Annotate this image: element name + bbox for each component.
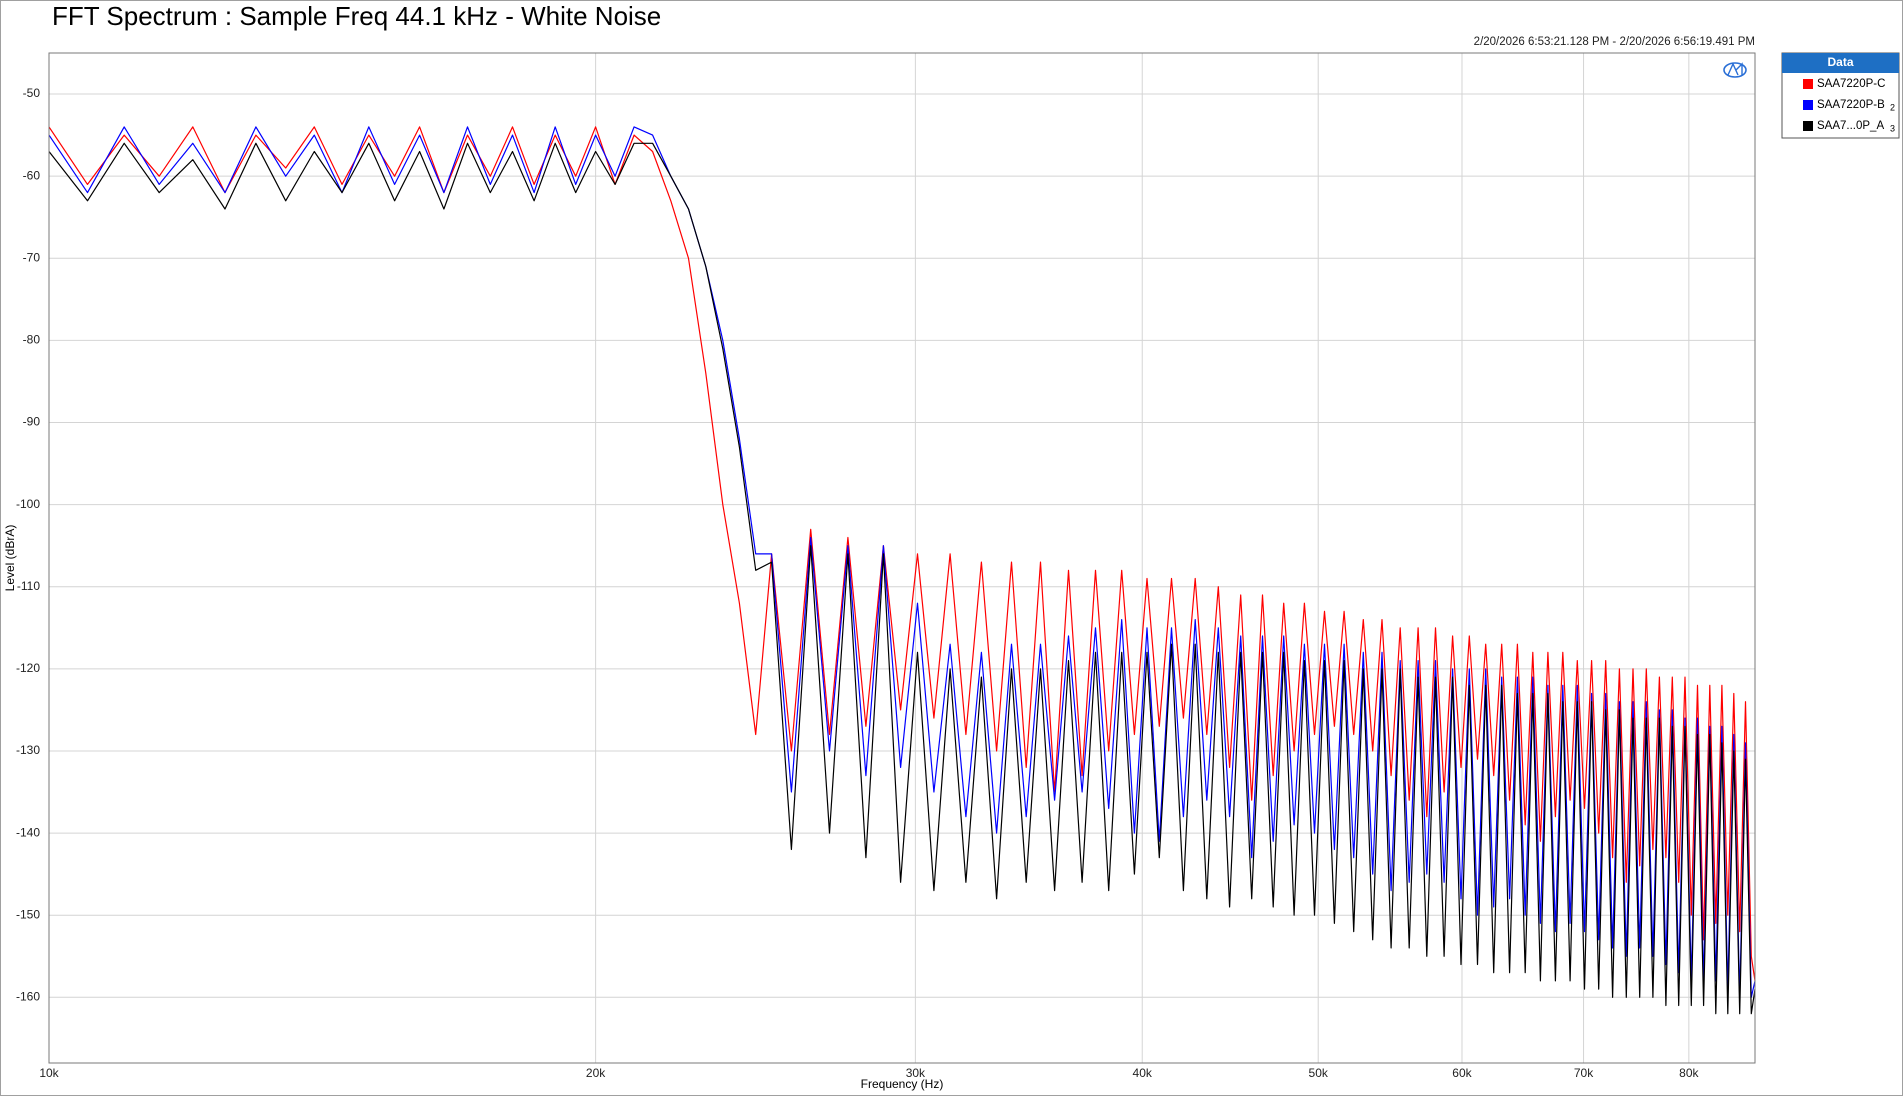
y-axis-label: Level (dBrA): [3, 525, 17, 592]
y-tick-label: -130: [16, 743, 40, 757]
legend-label: SAA7220P-B: [1817, 99, 1885, 111]
x-tick-label: 50k: [1309, 1066, 1329, 1080]
x-axis-label: Frequency (Hz): [861, 1077, 944, 1091]
legend-label: SAA7...0P_A: [1817, 120, 1884, 132]
y-tick-label: -160: [16, 989, 40, 1003]
y-tick-label: -50: [23, 86, 41, 100]
chart-subtitle: 2/20/2026 6:53:21.128 PM - 2/20/2026 6:5…: [1474, 36, 1755, 48]
x-tick-label: 70k: [1574, 1066, 1594, 1080]
ap-logo: [1723, 62, 1747, 78]
plot-background: [49, 53, 1755, 1063]
series-line: [48, 126, 1756, 981]
legend-tag: 2: [1890, 102, 1895, 112]
x-tick-label: 60k: [1452, 1066, 1472, 1080]
legend-title: Data: [1827, 55, 1853, 69]
plot-area: -50 -60 -70 -80 -90 -100 -110 -120 -130 -140 -150 -…: [16, 52, 1756, 1080]
y-tick-label: -70: [23, 250, 41, 264]
x-tick-label: 40k: [1133, 1066, 1153, 1080]
y-tick-label: -140: [16, 825, 40, 839]
x-tick-label: 30k: [906, 1066, 926, 1080]
legend-header: [1782, 53, 1899, 73]
y-tick-label: -80: [23, 333, 41, 347]
chart-title: FFT Spectrum : Sample Freq 44.1 kHz - Wh…: [52, 1, 661, 31]
legend: Data SAA7220P-C SAA7220P-B 2 SAA7...0P_A 3: [1781, 52, 1900, 139]
plot-border: [48, 52, 1756, 1064]
y-tick-label: -90: [23, 415, 41, 429]
x-tick-label: 10k: [39, 1066, 59, 1080]
legend-swatch: [1803, 79, 1813, 89]
y-tick-label: -150: [16, 907, 40, 921]
legend-tag: 3: [1890, 123, 1895, 133]
series-line: [48, 142, 1756, 1015]
y-tick-label: -60: [23, 168, 41, 182]
y-tick-label: -110: [17, 579, 40, 593]
series-line: [48, 126, 1756, 998]
x-tick-label: 20k: [586, 1066, 606, 1080]
y-tick-label: -120: [16, 661, 40, 675]
y-tick-label: -100: [16, 497, 40, 511]
x-tick-label: 80k: [1679, 1066, 1699, 1080]
legend-swatch: [1803, 121, 1813, 131]
legend-label: SAA7220P-C: [1817, 78, 1885, 90]
legend-swatch: [1803, 100, 1813, 110]
